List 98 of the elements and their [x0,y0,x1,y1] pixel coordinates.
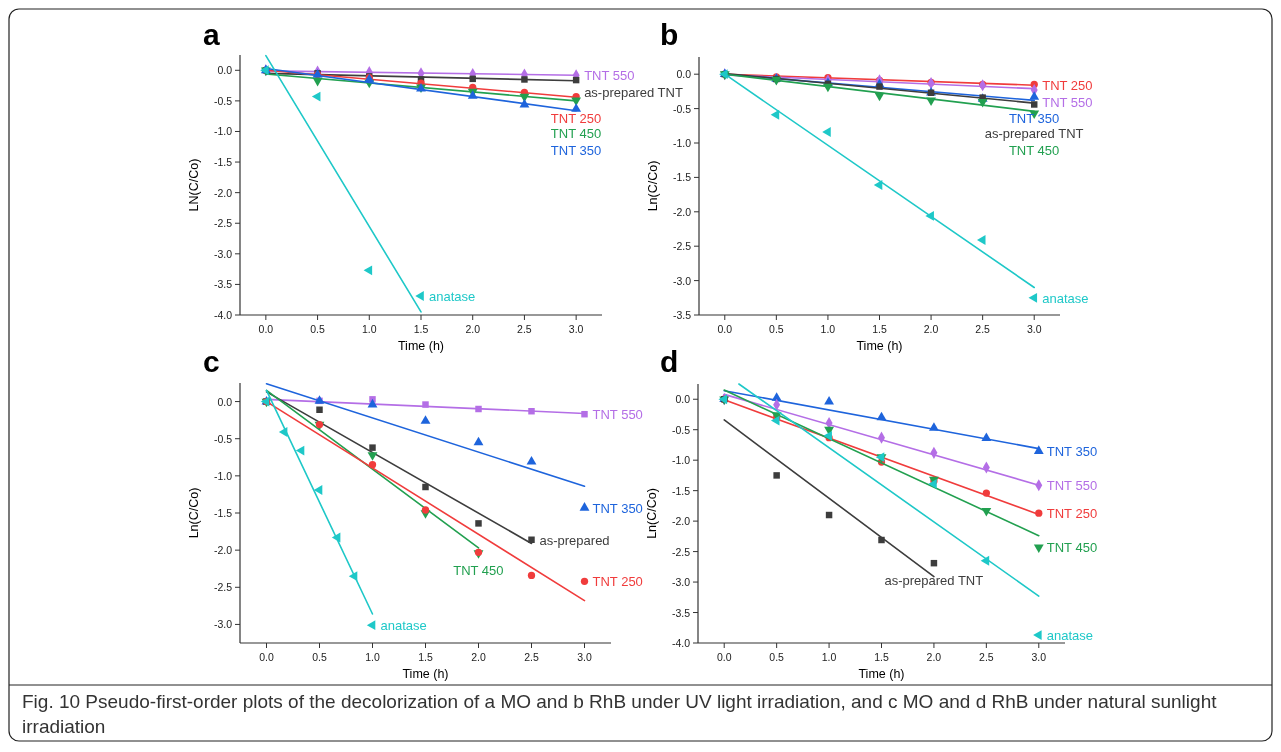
series-label: TNT 350 [592,500,643,516]
series-label: TNT 350 [1046,444,1098,460]
series-label: TNT 550 [1046,478,1098,494]
y-tick-label: -3.0 [671,576,691,589]
x-tick-label: 1.0 [821,651,837,663]
text: TNT 350 [550,142,602,158]
x-tick-label: 3.0 [577,651,592,663]
y-tick-label: -4.0 [671,637,691,649]
series-label: as-prepared TNT [584,85,683,101]
x-tick-label: 0.5 [769,323,784,335]
series-label: TNT 450 [453,563,504,579]
x-tick-label: 0.5 [310,323,326,335]
x-tick-label: 0.0 [717,323,733,335]
y-tick-label: 0.0 [675,393,691,406]
y-tick-label: -0.5 [213,94,233,107]
y-tick-label: -3.0 [672,274,692,287]
series-label: TNT 550 [1042,95,1093,111]
x-tick-label: 2.5 [979,651,994,663]
y-tick-label: -2.5 [671,545,691,558]
x-axis-title: Time (h) [402,667,449,681]
x-tick-label: 0.0 [259,651,274,663]
y-tick-label: -1.0 [671,454,691,467]
y-axis-title: Ln(C/Co) [646,160,660,212]
y-tick-label: -1.0 [213,469,233,482]
y-tick-label: -2.0 [671,515,691,528]
text: TNT 450 [1008,143,1060,159]
x-tick-label: 1.0 [820,323,836,335]
x-tick-label: 2.5 [517,323,532,335]
y-axis-title: Ln(C/Co) [645,488,659,539]
x-tick-label: 1.5 [874,651,889,663]
y-axis-title: LN(C/Co) [187,158,201,212]
y-tick-label: -1.0 [213,125,233,138]
x-tick-label: 1.5 [872,323,887,335]
series-label: TNT 450 [1046,540,1098,556]
text: TNT 450 [550,126,602,142]
x-tick-label: 0.0 [258,323,274,335]
x-tick-label: 1.5 [418,651,433,663]
x-tick-label: 2.5 [975,323,991,335]
y-tick-label: -3.0 [213,247,233,260]
caption: Fig. 10 Pseudo-first-order plots of the decolorization of a MO and b RhB under UV light irradiation, and c MO and d RhB under natural sunlight irradiation [22,691,1218,737]
x-tick-label: 3.0 [1031,651,1047,663]
y-tick-label: -4.0 [213,309,233,321]
x-tick-label: 3.0 [1026,323,1042,335]
series-label: anatase [429,289,476,305]
y-tick-label: -2.0 [672,205,692,218]
x-tick-label: 2.0 [465,323,481,335]
series-label: anatase [380,618,427,634]
series-label: TNT 250 [592,574,643,590]
series-label: anatase [1046,628,1094,644]
series-label: TNT 250 [1042,77,1093,93]
y-tick-label: -1.5 [672,171,692,184]
series-label: as-prepared TNT [884,573,984,589]
x-tick-label: 2.0 [471,651,486,663]
series-label: TNT 350 [1008,110,1060,126]
x-tick-label: 0.0 [716,651,732,663]
y-tick-label: -1.5 [213,507,233,519]
y-tick-label: -3.5 [672,309,692,321]
series-label: as-prepared TNT [984,126,1084,142]
chart-title: d [660,345,679,378]
y-tick-label: -3.0 [213,618,233,631]
x-tick-label: 0.5 [312,651,327,663]
y-tick-label: -3.5 [213,278,233,291]
series-label: TNT 550 [584,68,635,84]
series-label: anatase [1042,290,1089,306]
y-tick-label: -1.5 [213,156,233,169]
series-label: TNT 250 [550,110,602,126]
series-label: TNT 250 [1046,506,1098,522]
y-tick-label: -2.5 [672,240,692,253]
x-tick-label: 2.5 [524,651,539,663]
y-tick-label: -2.5 [213,581,233,594]
x-axis-title: Time (h) [856,339,903,353]
y-tick-label: 0.0 [676,68,692,81]
series-label: TNT 550 [592,407,643,423]
x-tick-label: 2.0 [923,323,939,335]
x-tick-label: 1.5 [413,323,429,335]
y-tick-label: -2.0 [213,186,233,199]
y-tick-label: -1.0 [672,137,692,149]
series-label: as-prepared [539,532,610,548]
x-tick-label: 3.0 [568,323,584,335]
y-tick-label: -2.0 [213,544,233,557]
y-tick-label: 0.0 [217,64,233,77]
chart-title: a [203,18,220,51]
x-tick-label: 2.0 [926,651,942,663]
y-tick-label: 0.0 [217,395,233,408]
x-axis-title: Time (h) [397,339,445,353]
chart-title: b [660,18,679,51]
x-axis-title: Time (h) [858,667,905,681]
y-tick-label: -2.5 [213,217,233,230]
y-tick-label: -0.5 [671,423,691,436]
y-tick-label: -0.5 [672,102,692,115]
y-tick-label: -1.5 [671,484,691,497]
y-axis-title: Ln(C/Co) [187,487,201,539]
y-tick-label: -3.5 [671,606,691,619]
chart-title: c [203,345,220,378]
x-tick-label: 1.0 [365,651,380,663]
x-tick-label: 1.0 [361,323,377,335]
x-tick-label: 0.5 [769,651,785,663]
y-tick-label: -0.5 [213,432,233,445]
